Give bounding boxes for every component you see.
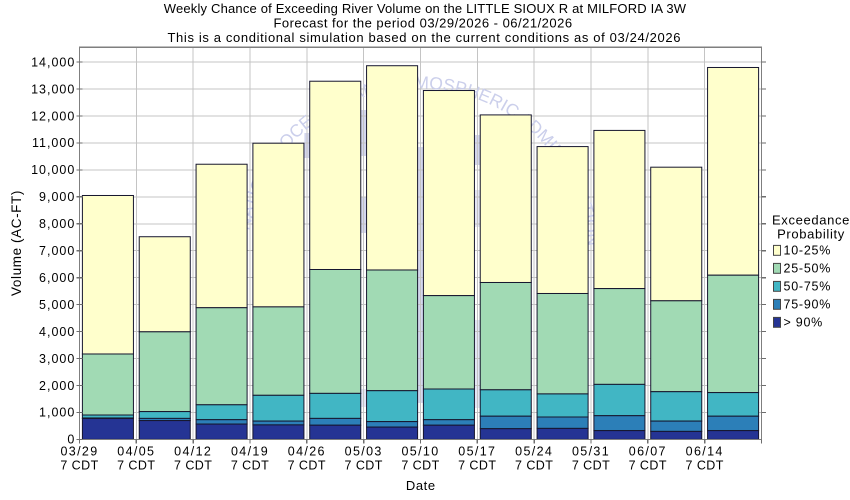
svg-text:03/29: 03/29	[60, 444, 98, 458]
svg-text:05/03: 05/03	[345, 444, 383, 458]
svg-text:5,000: 5,000	[39, 298, 75, 312]
svg-text:0: 0	[67, 433, 75, 447]
svg-text:8,000: 8,000	[39, 217, 75, 231]
svg-text:7 CDT: 7 CDT	[288, 458, 326, 472]
svg-text:75-90%: 75-90%	[784, 298, 832, 312]
svg-text:12,000: 12,000	[31, 109, 75, 123]
svg-text:05/24: 05/24	[515, 444, 553, 458]
svg-text:7 CDT: 7 CDT	[515, 458, 553, 472]
svg-text:2,000: 2,000	[39, 379, 75, 393]
svg-text:7 CDT: 7 CDT	[117, 458, 155, 472]
svg-text:> 90%: > 90%	[784, 316, 824, 330]
svg-text:04/26: 04/26	[288, 444, 326, 458]
svg-text:Forecast for the period 03/29/: Forecast for the period 03/29/2026 - 06/…	[273, 16, 572, 31]
svg-text:7 CDT: 7 CDT	[401, 458, 439, 472]
svg-text:7 CDT: 7 CDT	[458, 458, 496, 472]
svg-text:3,000: 3,000	[39, 352, 75, 366]
svg-text:7 CDT: 7 CDT	[174, 458, 212, 472]
svg-text:Date: Date	[406, 478, 436, 493]
svg-text:13,000: 13,000	[31, 82, 75, 96]
svg-text:1,000: 1,000	[39, 406, 75, 420]
svg-text:06/07: 06/07	[629, 444, 667, 458]
svg-text:05/17: 05/17	[458, 444, 496, 458]
svg-text:25-50%: 25-50%	[784, 262, 832, 276]
svg-text:4,000: 4,000	[39, 325, 75, 339]
svg-text:Volume (AC-FT): Volume (AC-FT)	[9, 190, 24, 296]
svg-text:This is a conditional simulati: This is a conditional simulation based o…	[167, 30, 681, 45]
svg-text:Weekly Chance of Exceeding Riv: Weekly Chance of Exceeding River Volume …	[164, 1, 687, 16]
svg-text:7 CDT: 7 CDT	[686, 458, 724, 472]
svg-text:Probability: Probability	[777, 227, 845, 242]
svg-text:10,000: 10,000	[31, 163, 75, 177]
svg-text:10-25%: 10-25%	[784, 244, 832, 258]
svg-text:50-75%: 50-75%	[784, 280, 832, 294]
svg-text:7 CDT: 7 CDT	[345, 458, 383, 472]
svg-text:7,000: 7,000	[39, 244, 75, 258]
svg-text:11,000: 11,000	[32, 136, 75, 150]
svg-text:7 CDT: 7 CDT	[231, 458, 269, 472]
svg-text:6,000: 6,000	[39, 271, 75, 285]
svg-text:04/05: 04/05	[117, 444, 155, 458]
svg-text:05/10: 05/10	[401, 444, 439, 458]
svg-text:05/31: 05/31	[572, 444, 610, 458]
svg-text:9,000: 9,000	[39, 190, 75, 204]
svg-text:04/19: 04/19	[231, 444, 269, 458]
svg-text:7 CDT: 7 CDT	[60, 458, 98, 472]
svg-text:7 CDT: 7 CDT	[629, 458, 667, 472]
svg-text:14,000: 14,000	[31, 55, 75, 69]
svg-text:04/12: 04/12	[174, 444, 212, 458]
svg-text:06/14: 06/14	[686, 444, 724, 458]
svg-text:7 CDT: 7 CDT	[572, 458, 610, 472]
svg-text:Exceedance: Exceedance	[772, 213, 850, 228]
